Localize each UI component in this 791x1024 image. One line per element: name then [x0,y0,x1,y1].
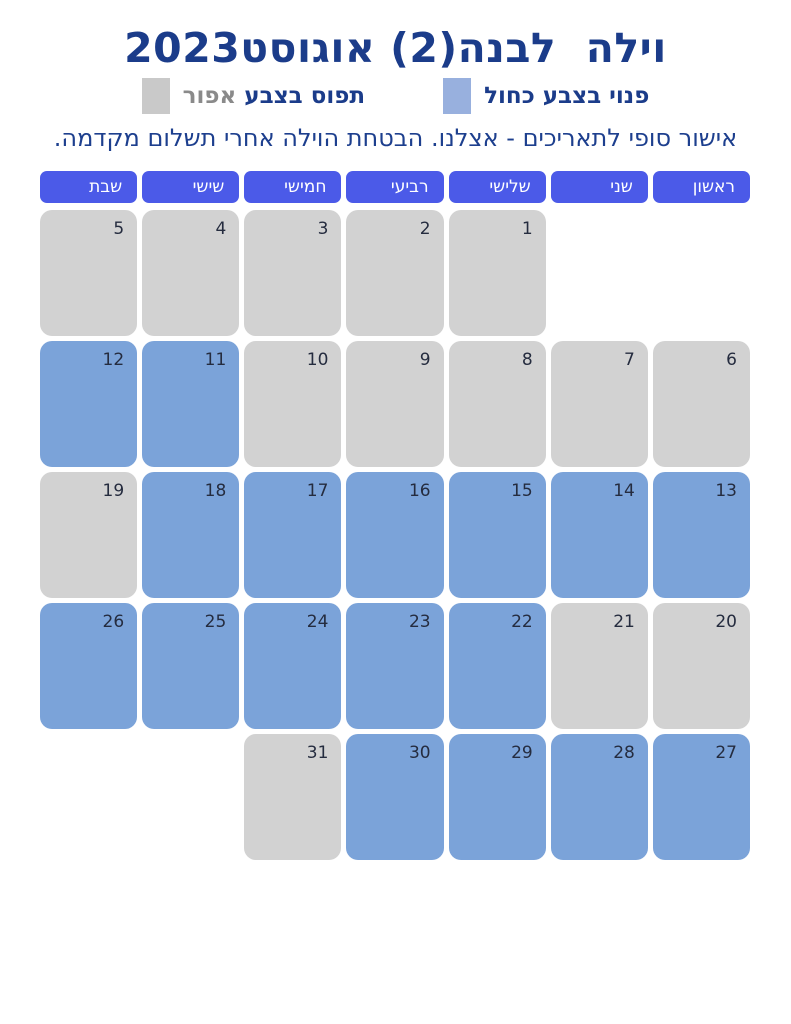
day-cell-9: 9 [346,341,444,467]
day-number: 19 [102,481,125,501]
day-number: 12 [102,350,125,370]
day-number: 4 [215,219,227,239]
day-cell-20: 20 [652,603,750,729]
day-cell-30: 30 [346,734,444,860]
day-number: 30 [408,743,431,763]
day-number: 1 [521,219,533,239]
day-cell-31: 31 [244,734,342,860]
legend-free-label: פנוי בצבע כחול [484,83,650,109]
day-cell-6: 6 [652,341,750,467]
day-number: 2 [419,219,431,239]
day-cell-19: 19 [40,472,138,598]
day-number: 31 [306,743,329,763]
day-number: 16 [408,481,431,501]
day-number: 22 [511,612,533,632]
day-number: 28 [613,743,635,763]
day-cell-21: 21 [550,603,648,729]
day-cell-29: 29 [448,734,546,860]
day-cell-5: 5 [40,210,138,336]
free-color-swatch [443,78,472,114]
day-number: 29 [511,743,533,763]
day-cell-26: 26 [40,603,138,729]
day-cell-4: 4 [142,210,240,336]
day-number: 18 [204,481,227,501]
empty-cell [551,210,648,336]
calendar-grid: 1 2 3 4 5 6 7 8 9 10 11 12 13 14 15 16 17 18 19 20 21 22 23 24 2… [40,210,750,860]
day-cell-13: 13 [652,472,750,598]
day-number: 26 [102,612,125,632]
day-cell-25: 25 [142,603,240,729]
empty-cell [653,210,750,336]
day-cell-7: 7 [550,341,648,467]
day-number: 20 [715,612,737,632]
day-number: 17 [306,481,329,501]
day-number: 14 [613,481,635,501]
day-cell-10: 10 [244,341,342,467]
legend-item-free: פנוי בצבע כחול [443,78,649,114]
day-cell-3: 3 [244,210,342,336]
day-cell-22: 22 [448,603,546,729]
day-number: 21 [613,612,635,632]
day-number: 11 [204,350,227,370]
weekday-saturday: שבת [40,171,138,203]
day-cell-28: 28 [550,734,648,860]
weekday-monday: שני [550,171,648,203]
day-cell-18: 18 [142,472,240,598]
day-number: 7 [624,350,635,370]
legend-item-occupied: תפוס בצבע אפור [141,78,365,114]
day-cell-2: 2 [346,210,444,336]
page-title: וילה לבנה(2) אוגוסט2023 [124,24,667,72]
occupied-color-swatch [141,78,170,114]
day-cell-23: 23 [346,603,444,729]
empty-cell [40,734,137,860]
weekday-wednesday: רביעי [346,171,444,203]
weekday-sunday: ראשון [652,171,750,203]
weekday-tuesday: שלישי [448,171,546,203]
day-number: 10 [306,350,329,370]
weekday-friday: שישי [142,171,240,203]
day-cell-8: 8 [448,341,546,467]
day-cell-16: 16 [346,472,444,598]
legend-occupied-gray-word: אפור [182,83,237,109]
day-number: 8 [521,350,533,370]
day-cell-1: 1 [448,210,546,336]
legend-occupied-label: תפוס בצבע אפור [183,83,365,109]
day-number: 3 [317,219,329,239]
empty-cell [142,734,239,860]
day-cell-14: 14 [550,472,648,598]
day-cell-12: 12 [40,341,138,467]
day-number: 25 [204,612,227,632]
day-number: 27 [715,743,737,763]
day-cell-17: 17 [244,472,342,598]
day-cell-15: 15 [448,472,546,598]
day-cell-11: 11 [142,341,240,467]
day-number: 13 [715,481,737,501]
day-cell-27: 27 [652,734,750,860]
day-number: 9 [419,350,431,370]
weekday-header-row: ראשון שני שלישי רביעי חמישי שישי שבת [40,171,750,203]
legend: פנוי בצבע כחול תפוס בצבע אפור [0,78,791,114]
day-number: 24 [306,612,329,632]
day-number: 6 [726,350,737,370]
day-cell-24: 24 [244,603,342,729]
legend-occupied-prefix: תפוס בצבע [236,83,366,109]
confirmation-note: אישור סופי לתאריכים - אצלנו. הבטחת הוילה… [53,124,738,152]
day-number: 5 [113,219,125,239]
day-number: 15 [511,481,533,501]
weekday-thursday: חמישי [244,171,342,203]
day-number: 23 [408,612,431,632]
